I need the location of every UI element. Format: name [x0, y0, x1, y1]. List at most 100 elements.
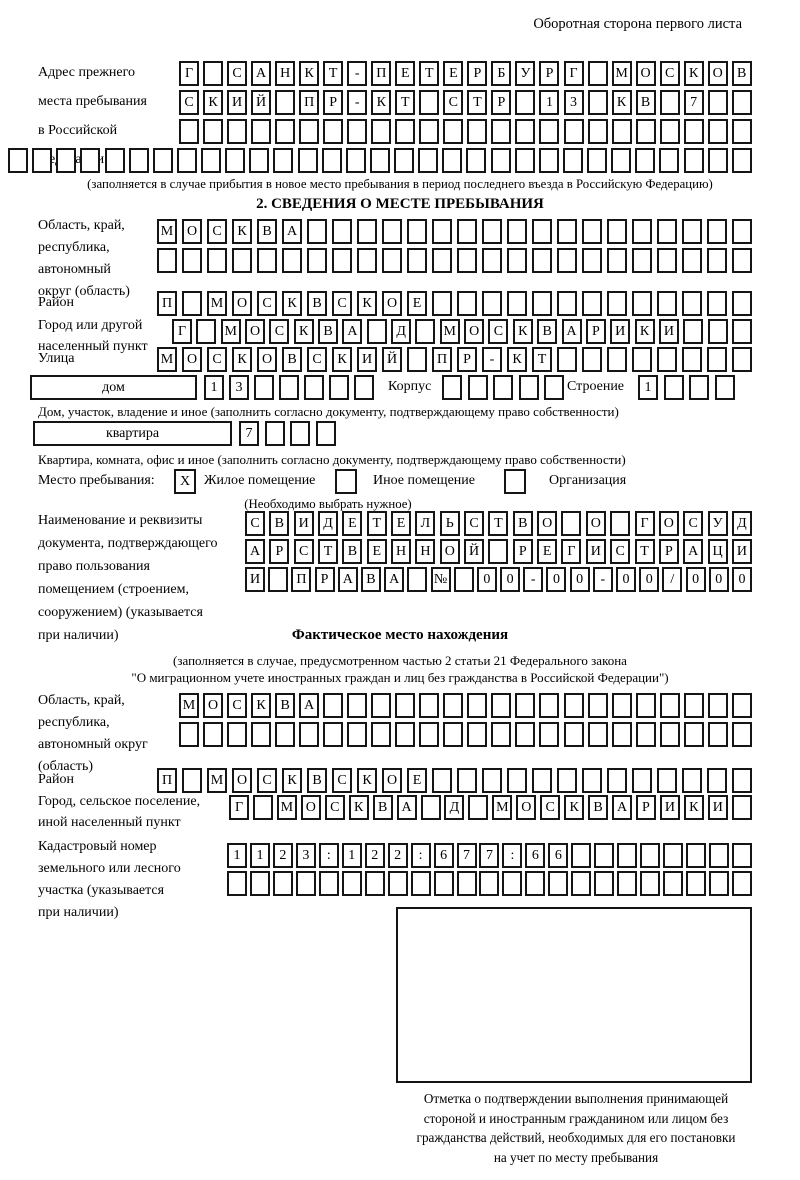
- char-cell: [443, 693, 464, 718]
- char-cell: И: [610, 319, 631, 344]
- char-cell: В: [318, 319, 339, 344]
- char-cell: [491, 119, 512, 144]
- char-cell: Т: [395, 90, 416, 115]
- char-cell: [707, 90, 728, 115]
- char-cell: [321, 148, 342, 173]
- char-cell: Е: [407, 291, 427, 316]
- char-cell: С: [227, 61, 248, 86]
- char-cell: [635, 722, 656, 747]
- char-cell: [453, 567, 474, 592]
- char-cell: М: [276, 795, 297, 820]
- char-cell: [176, 148, 197, 173]
- char-cell: И: [659, 795, 680, 820]
- char-cell: К: [507, 347, 527, 372]
- char-cell: [731, 148, 752, 173]
- inoe-checkbox: [335, 469, 357, 494]
- char-cell: [607, 291, 627, 316]
- char-cell: Г: [563, 61, 584, 86]
- char-cell: [659, 90, 680, 115]
- char-cell: К: [348, 795, 369, 820]
- char-cell: Е: [443, 61, 464, 86]
- char-cell: [731, 795, 752, 820]
- char-cell: [587, 722, 608, 747]
- char-cell: К: [232, 219, 252, 244]
- char-cell: [371, 693, 392, 718]
- char-cell: [731, 871, 752, 896]
- char-cell: 0: [731, 567, 752, 592]
- char-cell: [610, 511, 631, 536]
- char-cell: В: [275, 693, 296, 718]
- char-cell: [640, 843, 661, 868]
- kadastr-label: Кадастровый номер земельного или лесного…: [38, 839, 181, 920]
- char-cell: К: [357, 291, 377, 316]
- char-cell: [607, 248, 627, 273]
- char-cell: [515, 693, 536, 718]
- char-cell: [282, 248, 302, 273]
- char-cell: №: [430, 567, 451, 592]
- char-cell: В: [307, 291, 327, 316]
- char-cell: -: [592, 567, 613, 592]
- char-cell: [432, 248, 452, 273]
- char-cell: [56, 148, 77, 173]
- char-cell: Е: [391, 511, 412, 536]
- char-cell: [709, 871, 730, 896]
- char-cell: [323, 722, 344, 747]
- char-cell: [157, 248, 177, 273]
- char-cell: [418, 148, 439, 173]
- char-cell: К: [357, 768, 377, 793]
- char-cell: В: [269, 511, 290, 536]
- fact-note-1: (заполняется в случае, предусмотренном ч…: [173, 653, 627, 668]
- char-cell: [432, 219, 452, 244]
- char-cell: Р: [539, 61, 560, 86]
- char-cell: [689, 375, 710, 400]
- char-cell: [557, 248, 577, 273]
- char-cell: [731, 693, 752, 718]
- char-cell: [659, 722, 680, 747]
- char-cell: А: [384, 567, 405, 592]
- char-cell: [279, 375, 299, 400]
- char-cell: [394, 148, 414, 173]
- char-cell: Е: [407, 768, 427, 793]
- char-cell: [364, 871, 385, 896]
- char-cell: [251, 119, 272, 144]
- char-cell: К: [293, 319, 314, 344]
- char-cell: А: [245, 539, 265, 564]
- char-cell: Д: [318, 511, 339, 536]
- char-cell: О: [516, 795, 537, 820]
- char-cell: 1: [249, 843, 270, 868]
- char-cell: [419, 90, 440, 115]
- inoe-label: Иное помещение: [373, 473, 475, 488]
- char-cell: [659, 119, 680, 144]
- char-cell: С: [683, 511, 704, 536]
- prev-address-row-4: [8, 148, 752, 173]
- char-cell: [354, 375, 374, 400]
- char-cell: :: [318, 843, 339, 868]
- char-cell: [582, 768, 602, 793]
- char-cell: [307, 248, 327, 273]
- char-cell: М: [220, 319, 241, 344]
- char-cell: [395, 693, 416, 718]
- char-cell: [323, 119, 344, 144]
- char-cell: [249, 871, 270, 896]
- char-cell: [686, 871, 707, 896]
- char-cell: П: [371, 61, 392, 86]
- char-cell: К: [251, 693, 272, 718]
- char-cell: [371, 119, 392, 144]
- char-cell: Ц: [707, 539, 728, 564]
- char-cell: К: [634, 319, 655, 344]
- char-cell: -: [347, 90, 368, 115]
- char-cell: [433, 871, 454, 896]
- char-cell: О: [182, 219, 202, 244]
- char-cell: 3: [229, 375, 249, 400]
- char-cell: [518, 375, 539, 400]
- char-cell: [525, 871, 546, 896]
- char-cell: Р: [635, 795, 656, 820]
- char-cell: П: [291, 567, 312, 592]
- char-cell: [407, 248, 427, 273]
- char-cell: [273, 148, 294, 173]
